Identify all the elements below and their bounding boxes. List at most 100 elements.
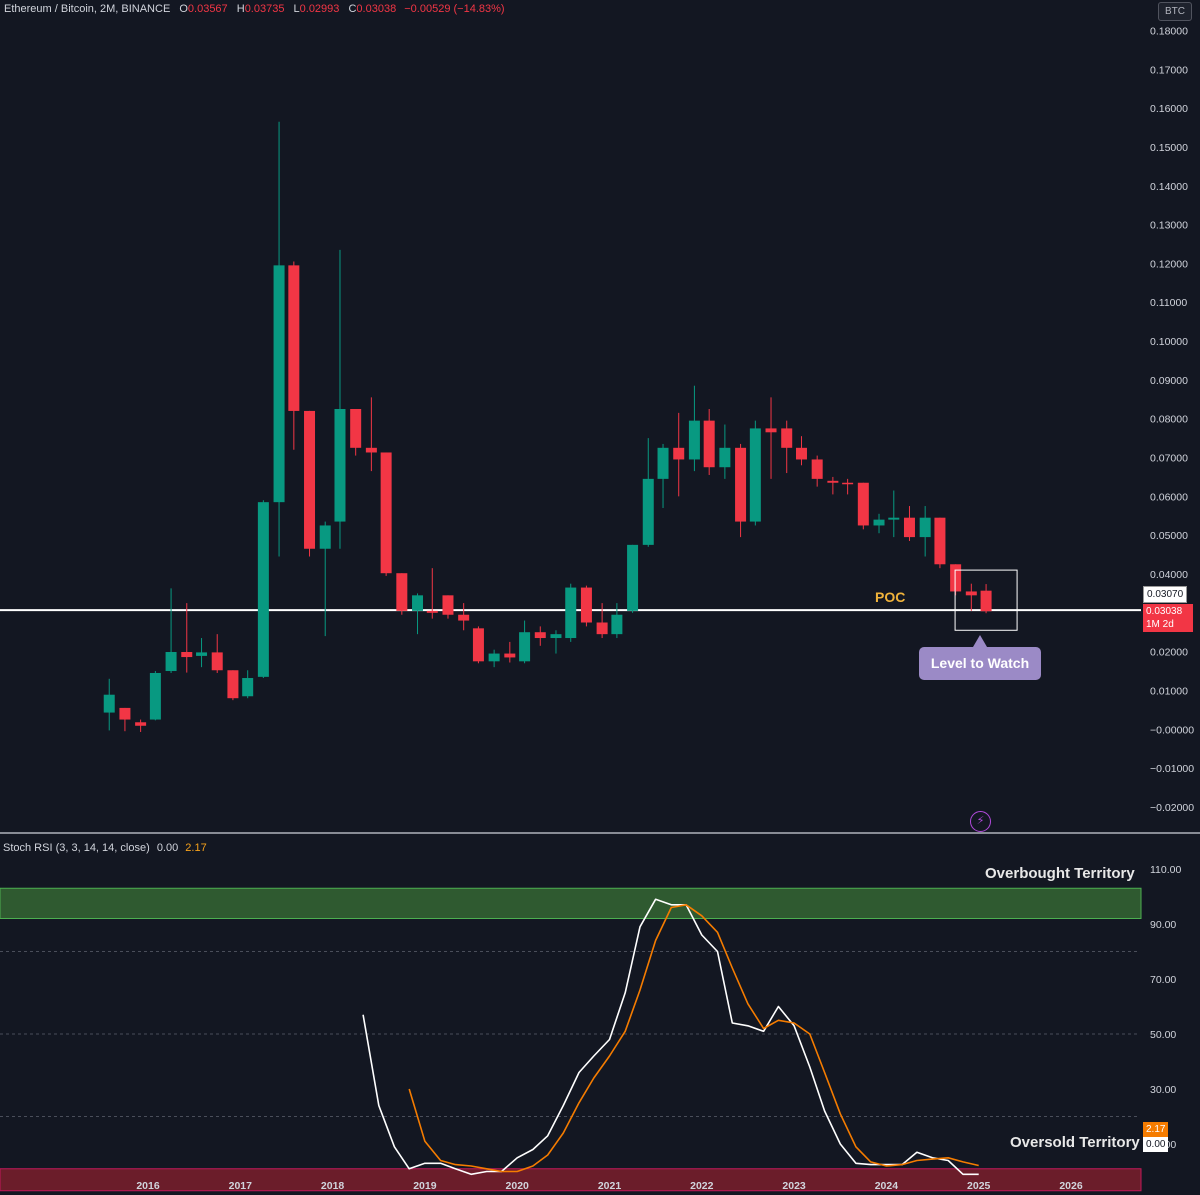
stoch-tick-label: 50.00 [1150,1029,1176,1041]
price-tick-label: 0.08000 [1150,414,1188,426]
candle-body [811,459,823,479]
candle-body [426,610,438,613]
price-tick-label: 0.17000 [1150,64,1188,76]
stoch-d-value: 2.17 [185,842,207,854]
price-tick-label: 0.09000 [1150,375,1188,387]
candle-body [673,447,685,460]
time-tick-label: 2024 [875,1180,899,1192]
price-pane [0,121,1141,732]
candle-body [227,670,239,699]
candle-body [950,564,962,592]
candle-body [196,652,208,656]
candle-body [550,634,562,639]
candle-body [580,587,592,623]
candle-body [119,707,131,720]
time-tick-label: 2019 [413,1180,437,1192]
legend-header: Ethereum / Bitcoin, 2M, BINANCE O0.03567… [4,3,505,15]
candle-body [888,517,900,520]
candle-body [781,428,793,448]
price-tick-label: 0.16000 [1150,103,1188,115]
candle-body [396,573,408,611]
low-value: 0.02993 [299,3,340,15]
candle-body [749,428,761,522]
candle-body [257,502,269,677]
candle-body [319,525,331,549]
time-tick-label: 2016 [136,1180,160,1192]
candle-body [934,517,946,565]
candle-body [442,595,454,615]
candle-body [980,590,992,612]
open-label: O [179,3,188,15]
price-tick-label: 0.02000 [1150,647,1188,659]
candle-body [657,447,669,479]
price-tick-label: 0.04000 [1150,569,1188,581]
candle-body [334,408,346,522]
candle-body [795,447,807,460]
candle-body [735,447,747,522]
price-tick-label: −0.01000 [1150,763,1194,775]
high-label: H [236,3,245,15]
lightning-icon[interactable]: ⚡ [970,811,991,832]
candle-body [827,480,839,483]
poc-price-tag: 0.03070 [1143,586,1188,603]
level-to-watch-box [954,569,1018,631]
stoch-name: Stoch RSI (3, 3, 14, 14, close) [3,842,150,854]
candle-body [472,628,484,662]
candle-body [765,428,777,433]
high-value: 0.03735 [244,3,285,15]
candle-body [149,672,161,720]
time-tick-label: 2018 [321,1180,345,1192]
price-tick-label: 0.13000 [1150,220,1188,232]
candle-body [534,632,546,639]
candle-body [596,622,608,635]
stoch-tick-label: 110.00 [1150,864,1181,876]
time-tick-label: 2022 [690,1180,714,1192]
candle-body [165,652,177,672]
candle-body [380,452,392,574]
price-tick-label: 0.05000 [1150,530,1188,542]
oversold-label: Oversold Territory [1010,1134,1140,1151]
oversold-zone [0,1168,1142,1192]
last-price-tag: 0.03038 1M 2d [1143,604,1193,632]
candle-body [412,595,424,611]
candle-body [211,652,223,671]
candle-body [288,265,300,411]
price-tick-label: 0.18000 [1150,26,1188,38]
symbol-title: Ethereum / Bitcoin, 2M, BINANCE [4,3,171,15]
candle-body [903,517,915,538]
poc-label: POC [875,589,906,605]
price-tick-label: −0.00000 [1150,724,1194,736]
candle-body [350,408,362,448]
candle-body [458,614,470,621]
candle-body [181,652,193,658]
candle-body [504,653,516,658]
candle-body [273,265,285,503]
candle-body [611,614,623,635]
axes: 0.18000 0.17000 0.16000 0.15000 0.14000 0.130… [0,26,1200,1192]
price-tick-label: 0.06000 [1150,491,1188,503]
change-value: −0.00529 (−14.83%) [404,3,505,15]
candle-body [304,410,316,549]
countdown-value: 1M 2d [1146,619,1174,630]
stoch-k-value: 0.00 [156,842,179,854]
currency-button[interactable]: BTC [1158,2,1192,21]
time-tick-label: 2025 [967,1180,991,1192]
close-label: C [348,3,357,15]
stoch-tick-label: 90.00 [1150,919,1176,931]
time-tick-label: 2017 [229,1180,253,1192]
stoch-k-tag: 0.00 [1143,1137,1169,1152]
stoch-rsi-pane [0,887,1142,1192]
stoch-k-line [362,898,979,1176]
price-tick-label: 0.14000 [1150,181,1188,193]
time-tick-label: 2023 [782,1180,806,1192]
overbought-label: Overbought Territory [985,865,1135,882]
candle-body [873,519,885,526]
candle-body [642,478,654,545]
price-tick-label: 0.01000 [1150,685,1188,697]
price-tick-label: −0.02000 [1150,802,1194,814]
stoch-tick-label: 30.00 [1150,1084,1176,1096]
overbought-zone [0,887,1142,919]
time-tick-label: 2020 [506,1180,530,1192]
candle-body [565,587,577,639]
